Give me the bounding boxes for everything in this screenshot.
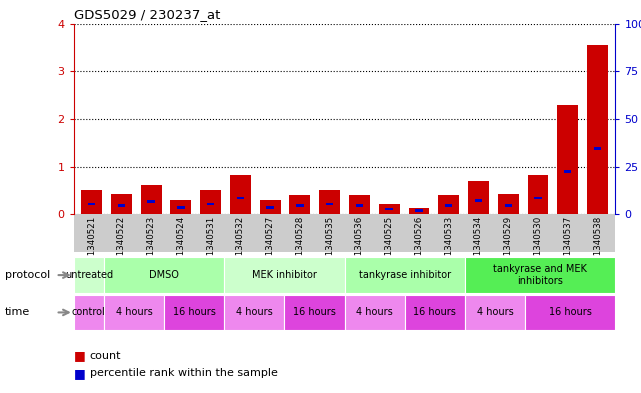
Bar [557, 105, 578, 214]
Text: percentile rank within the sample: percentile rank within the sample [90, 368, 278, 378]
Text: ■: ■ [74, 367, 85, 380]
Bar [504, 204, 512, 207]
Bar [117, 204, 125, 207]
Bar [385, 208, 393, 210]
Bar [345, 257, 465, 293]
Bar [356, 204, 363, 207]
Text: DMSO: DMSO [149, 270, 179, 280]
Bar [445, 204, 453, 207]
Bar [171, 200, 191, 214]
Bar [177, 206, 185, 209]
Text: 4 hours: 4 hours [477, 307, 513, 318]
Text: tankyrase and MEK
inhibitors: tankyrase and MEK inhibitors [493, 264, 587, 286]
Text: time: time [5, 307, 30, 318]
Bar [465, 295, 525, 330]
Bar [237, 196, 244, 199]
Text: ■: ■ [74, 349, 85, 362]
Bar [104, 295, 164, 330]
Bar [290, 195, 310, 214]
Bar [88, 202, 96, 205]
Bar [379, 204, 399, 214]
Bar [74, 295, 104, 330]
Bar [404, 295, 465, 330]
Bar [224, 295, 285, 330]
Bar [296, 204, 304, 207]
Bar [164, 295, 224, 330]
Text: 16 hours: 16 hours [293, 307, 336, 318]
Bar [349, 195, 370, 214]
Bar [534, 197, 542, 199]
Bar [345, 295, 404, 330]
Text: 16 hours: 16 hours [172, 307, 215, 318]
Bar [326, 202, 333, 205]
Bar [207, 202, 214, 205]
Bar [319, 190, 340, 214]
Text: GDS5029 / 230237_at: GDS5029 / 230237_at [74, 8, 220, 21]
Bar [468, 181, 489, 214]
Bar [438, 195, 459, 214]
Bar [74, 257, 104, 293]
Text: 16 hours: 16 hours [413, 307, 456, 318]
Bar [415, 209, 422, 212]
Bar [564, 170, 572, 173]
Bar [224, 257, 345, 293]
Bar [587, 45, 608, 214]
Bar [230, 174, 251, 214]
Text: 4 hours: 4 hours [115, 307, 153, 318]
Bar [528, 175, 549, 214]
Bar [104, 257, 224, 293]
Bar [465, 257, 615, 293]
Bar [408, 208, 429, 214]
Bar [81, 190, 102, 214]
Text: count: count [90, 351, 121, 361]
Bar [260, 200, 281, 214]
Text: 4 hours: 4 hours [356, 307, 393, 318]
Bar [267, 206, 274, 209]
Bar [147, 200, 155, 203]
Bar [525, 295, 615, 330]
Text: control: control [72, 307, 106, 318]
Text: MEK inhibitor: MEK inhibitor [252, 270, 317, 280]
Text: 16 hours: 16 hours [549, 307, 592, 318]
Bar [111, 194, 132, 214]
Bar [594, 147, 601, 150]
Bar [140, 185, 162, 214]
Bar [475, 199, 482, 202]
Text: protocol: protocol [5, 270, 51, 280]
Text: 4 hours: 4 hours [236, 307, 272, 318]
Bar [285, 295, 345, 330]
Bar [498, 194, 519, 214]
Text: untreated: untreated [65, 270, 113, 280]
Bar [200, 190, 221, 214]
Text: tankyrase inhibitor: tankyrase inhibitor [359, 270, 451, 280]
